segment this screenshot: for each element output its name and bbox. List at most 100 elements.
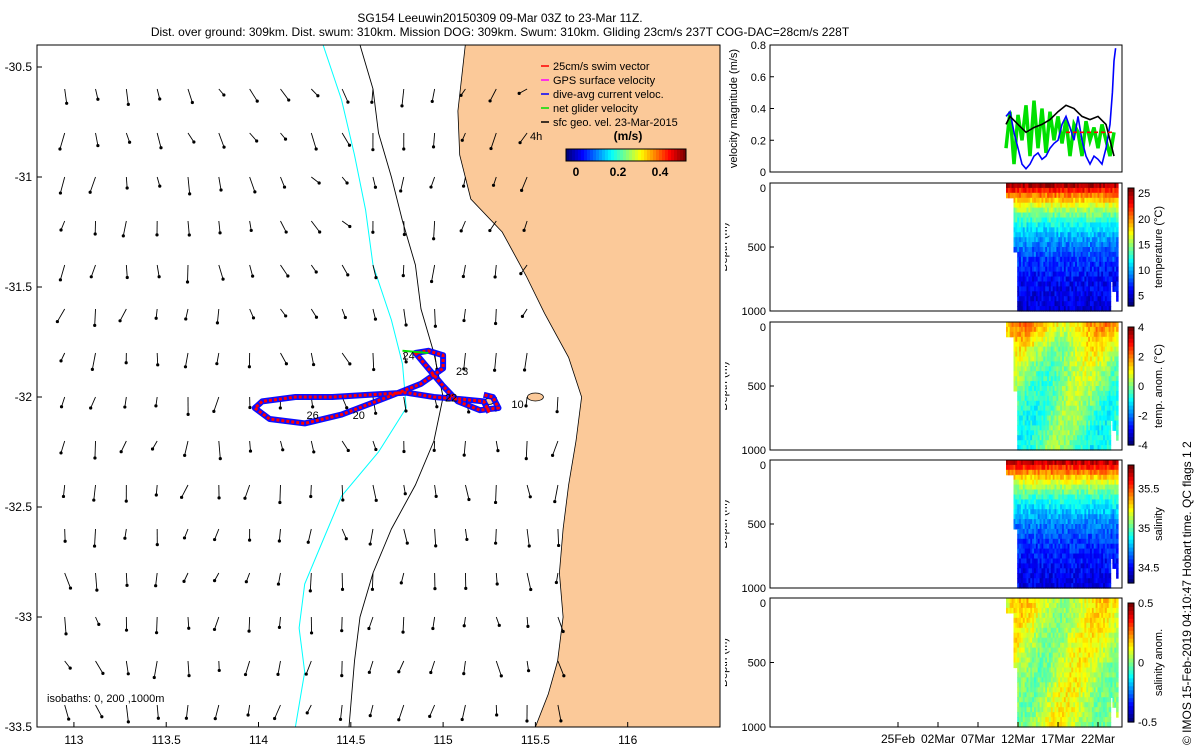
heatmap-cell xyxy=(1032,538,1035,545)
heatmap-cell xyxy=(1086,261,1089,268)
heatmap-cell xyxy=(1108,376,1112,382)
colorbar-cell xyxy=(1128,346,1134,352)
heatmap-cell xyxy=(1028,281,1031,287)
heatmap-cell xyxy=(1106,322,1110,328)
heatmap-cell xyxy=(1060,242,1063,248)
heatmap-cell xyxy=(1050,276,1054,282)
heatmap-cell xyxy=(1041,266,1044,273)
geo-arrow-head xyxy=(397,670,401,674)
heatmap-cell xyxy=(1114,381,1117,387)
heatmap-cell xyxy=(1108,237,1112,243)
geo-arrow-head xyxy=(119,450,123,454)
heatmap-cell xyxy=(1069,281,1072,287)
heatmap-cell xyxy=(1039,183,1043,189)
geo-arrow-head xyxy=(311,405,315,409)
heatmap-cell xyxy=(1067,464,1071,471)
heatmap-cell xyxy=(1080,361,1084,367)
heatmap-cell xyxy=(1060,543,1063,550)
heatmap-cell xyxy=(1095,514,1099,520)
heatmap-cell xyxy=(1091,573,1095,579)
heatmap-cell xyxy=(1062,291,1065,297)
heatmap-cell xyxy=(1062,509,1065,515)
heatmap-cell xyxy=(1019,528,1022,535)
heatmap-cell xyxy=(1067,256,1071,263)
heatmap-cell xyxy=(1069,212,1072,218)
heatmap-cell xyxy=(1093,386,1097,392)
heatmap-cell xyxy=(1090,533,1093,540)
heatmap-cell xyxy=(1045,494,1048,500)
heatmap-cell xyxy=(1104,301,1108,307)
colorbar-cell xyxy=(1128,298,1134,303)
heatmap-cell xyxy=(1035,237,1039,243)
heatmap-cell xyxy=(1030,371,1033,377)
heatmap-cell xyxy=(1104,237,1108,243)
heatmap-cell xyxy=(1106,251,1110,258)
heatmap-cell xyxy=(1020,371,1024,377)
heatmap-cell xyxy=(1091,504,1095,510)
heatmap-cell xyxy=(1093,296,1097,302)
heatmap-cell xyxy=(1101,558,1104,564)
heatmap-cell xyxy=(1017,212,1020,218)
geo-arrow-head xyxy=(525,719,529,723)
heatmap-cell xyxy=(1026,563,1029,569)
heatmap-cell xyxy=(1032,192,1035,199)
heatmap-cell xyxy=(1108,524,1112,530)
heatmap-cell xyxy=(1035,425,1039,431)
heatmap-cell xyxy=(1017,568,1020,574)
heatmap-cell xyxy=(1050,425,1054,431)
heatmap-cell xyxy=(1050,563,1054,569)
heatmap-cell xyxy=(1078,261,1082,268)
heatmap-cell xyxy=(1093,568,1097,574)
heatmap-cell xyxy=(1071,514,1074,520)
heatmap-cell xyxy=(1032,528,1035,535)
heatmap-cell xyxy=(1041,232,1044,238)
geo-arrow xyxy=(94,528,96,547)
heatmap-cell xyxy=(1082,322,1085,328)
heatmap-cell xyxy=(1043,479,1046,486)
heatmap-cell xyxy=(1028,415,1031,421)
heatmap-cell xyxy=(1112,351,1115,357)
heatmap-cell xyxy=(1082,474,1085,481)
heatmap-cell xyxy=(1103,266,1106,273)
heatmap-cell xyxy=(1090,420,1093,426)
heatmap-cell xyxy=(1048,499,1052,505)
heatmap-cell xyxy=(1069,237,1072,243)
heatmap-cell xyxy=(1062,484,1065,491)
heatmap-cell xyxy=(1084,341,1087,348)
heatmap-cell xyxy=(1056,346,1059,353)
heatmap-cell xyxy=(1090,202,1093,209)
geo-arrow xyxy=(280,220,287,233)
heatmap-cell xyxy=(1082,301,1085,307)
heatmap-cell xyxy=(1048,440,1052,446)
heatmap-cell xyxy=(1030,420,1033,426)
heatmap-cell xyxy=(1075,242,1078,248)
heatmap-cell xyxy=(1063,548,1067,555)
heatmap-cell xyxy=(1063,504,1067,510)
heatmap-cell xyxy=(1028,192,1031,199)
heatmap-cell xyxy=(1093,291,1097,297)
heatmap-cell xyxy=(1080,341,1084,348)
heatmap-cell xyxy=(1073,331,1076,338)
geo-arrow-head xyxy=(495,713,499,717)
heatmap-cell xyxy=(1080,286,1084,292)
heatmap-cell xyxy=(1026,341,1029,348)
geo-arrow-head xyxy=(309,494,313,499)
heatmap-cell xyxy=(1037,286,1041,292)
heatmap-cell xyxy=(1090,479,1093,486)
geo-arrow xyxy=(368,660,374,673)
heatmap-cell xyxy=(1022,479,1026,486)
geo-arrow-head xyxy=(244,580,248,584)
heatmap-cell xyxy=(1045,484,1048,491)
heatmap-cell xyxy=(1093,479,1097,486)
heatmap-cell xyxy=(1091,430,1095,436)
heatmap-cell xyxy=(1090,371,1093,377)
geo-arrow xyxy=(95,132,99,146)
heatmap-cell xyxy=(1078,415,1082,421)
heatmap-cell xyxy=(1090,524,1093,530)
heatmap-cell xyxy=(1065,558,1069,564)
heatmap-cell xyxy=(1093,558,1097,564)
geo-arrow xyxy=(433,132,436,147)
heatmap-cell xyxy=(1017,460,1020,466)
heatmap-cell xyxy=(1078,366,1082,372)
heatmap-cell xyxy=(1065,217,1069,223)
